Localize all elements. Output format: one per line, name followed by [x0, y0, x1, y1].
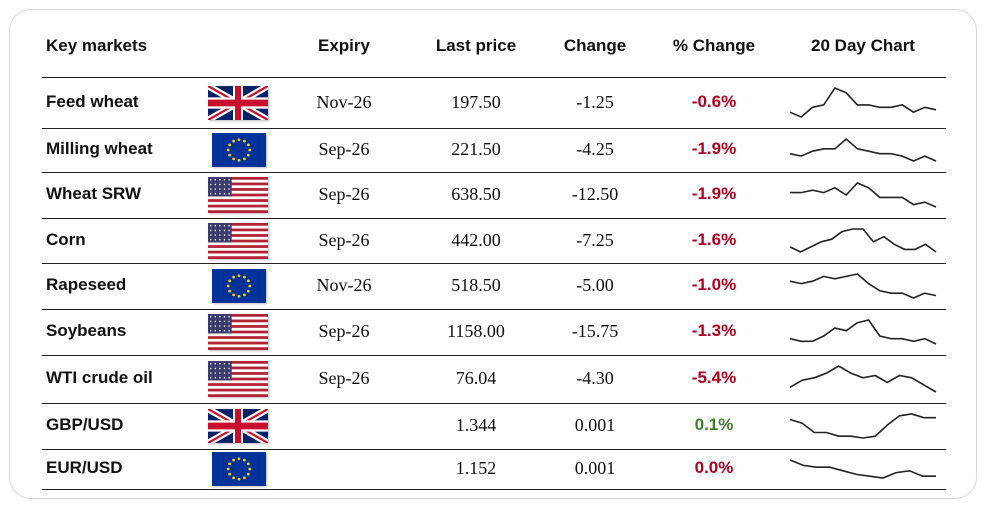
uk-flag-icon — [208, 409, 268, 443]
row-divider — [42, 309, 946, 310]
change-value: -7.25 — [576, 229, 614, 250]
eu-flag-icon — [212, 269, 266, 303]
table-row: Corn Sep-26 442.00 -7.25 -1.6% — [42, 218, 946, 263]
change-value: 0.001 — [574, 458, 616, 478]
market-name: EUR/USD — [46, 458, 123, 477]
change-value: -12.50 — [571, 184, 619, 204]
sparkline-path — [789, 413, 936, 439]
table-row: Rapeseed Nov-26 518.50 -5.00 -1.0% — [42, 263, 946, 309]
eu-flag-icon — [212, 452, 266, 486]
last-price-value: 197.50 — [451, 91, 501, 112]
last-price-value: 442.00 — [451, 229, 501, 250]
market-card — [9, 9, 977, 499]
expiry-value: Sep-26 — [318, 184, 370, 204]
header-pct-change: % Change — [672, 36, 756, 55]
table-row: Feed wheat Nov-26 197.50 -1.25 -0.6% — [42, 77, 946, 128]
last-price-value: 76.04 — [455, 368, 497, 388]
last-price-value: 1158.00 — [447, 321, 505, 341]
pct-change-value: 0.0% — [694, 458, 734, 477]
eu-flag-icon — [212, 133, 266, 167]
row-divider — [42, 263, 946, 264]
row-divider — [42, 128, 946, 129]
sparkline-path — [789, 459, 936, 479]
change-value: -15.75 — [571, 321, 619, 341]
expiry-value: Nov-26 — [316, 91, 372, 112]
row-divider — [42, 77, 946, 78]
sparkline-path — [789, 273, 937, 299]
market-name: Soybeans — [46, 321, 127, 340]
sparkline-20-day — [788, 180, 938, 210]
sparkline-20-day — [788, 411, 938, 441]
sparkline-20-day — [788, 136, 938, 164]
market-name: Wheat SRW — [46, 184, 142, 203]
sparkline-path — [790, 182, 937, 208]
header-20-day-chart: 20 Day Chart — [811, 36, 915, 55]
us-flag-icon — [208, 177, 268, 213]
market-name: Milling wheat — [46, 139, 153, 158]
us-flag-icon — [208, 314, 268, 350]
last-price-value: 221.50 — [451, 139, 501, 159]
table-row: Milling wheat Sep-26 221.50 -4.25 -1.9% — [42, 128, 946, 172]
sparkline-path — [789, 137, 937, 162]
sparkline-20-day — [788, 317, 938, 347]
pct-change-value: -0.6% — [691, 91, 737, 111]
sparkline-path — [789, 365, 937, 393]
header-expiry: Expiry — [318, 36, 370, 55]
row-divider — [42, 355, 946, 356]
sparkline-20-day — [788, 457, 938, 481]
pct-change-value: -1.9% — [691, 184, 737, 203]
header-last-price: Last price — [435, 36, 517, 55]
change-value: -1.25 — [576, 91, 614, 112]
table-row: GBP/USD 1.344 0.001 0.1% — [42, 403, 946, 449]
pct-change-value: 0.1% — [694, 415, 734, 434]
change-value: -4.25 — [576, 139, 614, 159]
change-value: -5.00 — [576, 275, 614, 295]
last-price-value: 1.344 — [455, 415, 497, 435]
pct-change-value: -1.0% — [691, 275, 737, 294]
expiry-value: Sep-26 — [318, 229, 370, 250]
header-key-markets: Key markets — [46, 36, 148, 55]
table-row: WTI crude oil Sep-26 76.04 -4.30 -5.4% — [42, 355, 946, 403]
pct-change-value: -1.6% — [691, 229, 737, 249]
row-divider — [42, 403, 946, 404]
expiry-value: Sep-26 — [318, 368, 370, 388]
market-name: Corn — [46, 229, 86, 249]
header-change: Change — [563, 36, 627, 55]
sparkline-path — [789, 319, 937, 345]
last-price-value: 1.152 — [455, 458, 497, 478]
row-divider — [42, 218, 946, 219]
sparkline-20-day — [788, 85, 938, 120]
table-row: EUR/USD 1.152 0.001 0.0% — [42, 449, 946, 489]
sparkline-20-day — [788, 271, 938, 301]
change-value: 0.001 — [574, 415, 616, 435]
sparkline-path — [789, 87, 937, 118]
uk-flag-icon — [208, 85, 268, 120]
change-value: -4.30 — [576, 368, 614, 388]
pct-change-value: -1.3% — [691, 321, 737, 340]
market-name: WTI crude oil — [46, 368, 153, 387]
sparkline-path — [789, 228, 937, 253]
market-name: Rapeseed — [46, 275, 127, 294]
pct-change-value: -1.9% — [691, 139, 737, 158]
last-price-value: 638.50 — [451, 184, 501, 204]
table-row: Soybeans Sep-26 1158.00 -15.75 -1.3% — [42, 309, 946, 355]
sparkline-20-day — [788, 226, 938, 255]
sparkline-20-day — [788, 363, 938, 395]
market-name: Feed wheat — [46, 91, 139, 111]
market-name: GBP/USD — [46, 415, 124, 434]
last-price-value: 518.50 — [451, 275, 501, 295]
expiry-value: Sep-26 — [318, 139, 370, 159]
expiry-value: Sep-26 — [318, 321, 370, 341]
us-flag-icon — [208, 361, 268, 397]
pct-change-value: -5.4% — [691, 368, 737, 387]
us-flag-icon — [208, 222, 268, 259]
expiry-value: Nov-26 — [316, 275, 372, 295]
row-divider — [42, 449, 946, 450]
row-divider — [42, 172, 946, 173]
table-row: Wheat SRW Sep-26 638.50 -12.50 -1.9% — [42, 172, 946, 218]
row-divider — [42, 489, 946, 490]
